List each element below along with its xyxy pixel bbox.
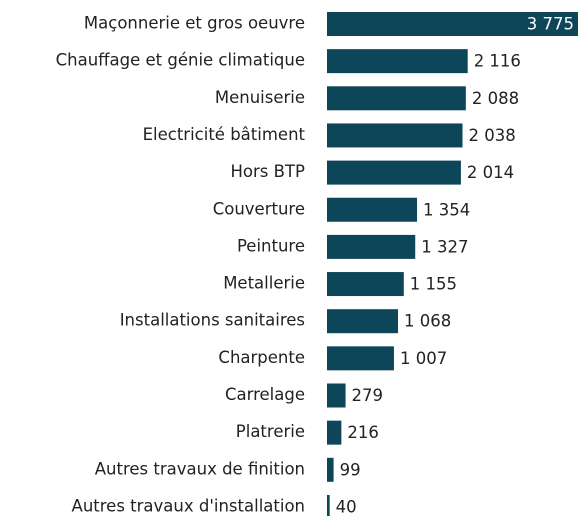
category-label: Platrerie bbox=[236, 422, 305, 441]
value-label: 1 007 bbox=[400, 349, 447, 368]
bar bbox=[327, 494, 330, 516]
bar bbox=[327, 346, 394, 371]
category-label: Autres travaux de finition bbox=[95, 459, 305, 478]
value-label: 216 bbox=[347, 423, 379, 442]
bar bbox=[327, 457, 334, 482]
value-label: 1 068 bbox=[404, 312, 451, 331]
category-label: Installations sanitaires bbox=[120, 311, 305, 330]
value-label: 2 014 bbox=[467, 163, 514, 182]
value-label: 40 bbox=[336, 497, 357, 516]
category-label: Couverture bbox=[213, 199, 305, 218]
bar bbox=[327, 272, 404, 297]
category-label: Maçonnerie et gros oeuvre bbox=[84, 14, 305, 33]
bar bbox=[327, 420, 342, 445]
category-label: Carrelage bbox=[225, 385, 305, 404]
bar bbox=[327, 12, 578, 36]
value-label: 2 116 bbox=[474, 52, 521, 71]
value-label: 2 088 bbox=[472, 89, 519, 108]
bar bbox=[327, 123, 463, 148]
bar bbox=[327, 383, 346, 408]
bar bbox=[327, 234, 416, 259]
bar bbox=[327, 86, 466, 111]
bar bbox=[327, 309, 399, 334]
value-label: 99 bbox=[340, 460, 361, 479]
value-label: 1 327 bbox=[421, 237, 468, 256]
value-label: 279 bbox=[352, 386, 384, 405]
category-label: Electricité bâtiment bbox=[143, 125, 306, 144]
value-label: 3 775 bbox=[527, 15, 574, 34]
value-label: 1 354 bbox=[423, 200, 470, 219]
category-label: Chauffage et génie climatique bbox=[56, 51, 305, 70]
category-label: Hors BTP bbox=[231, 162, 306, 181]
category-label: Metallerie bbox=[223, 274, 305, 293]
category-label: Peinture bbox=[237, 236, 305, 255]
value-label: 1 155 bbox=[410, 275, 457, 294]
bar bbox=[327, 160, 461, 185]
bar bbox=[327, 197, 418, 222]
category-label: Charpente bbox=[218, 348, 305, 367]
category-label: Menuiserie bbox=[215, 88, 305, 107]
value-label: 2 038 bbox=[469, 126, 516, 145]
category-label: Autres travaux d'installation bbox=[72, 496, 305, 515]
bar bbox=[327, 49, 468, 74]
